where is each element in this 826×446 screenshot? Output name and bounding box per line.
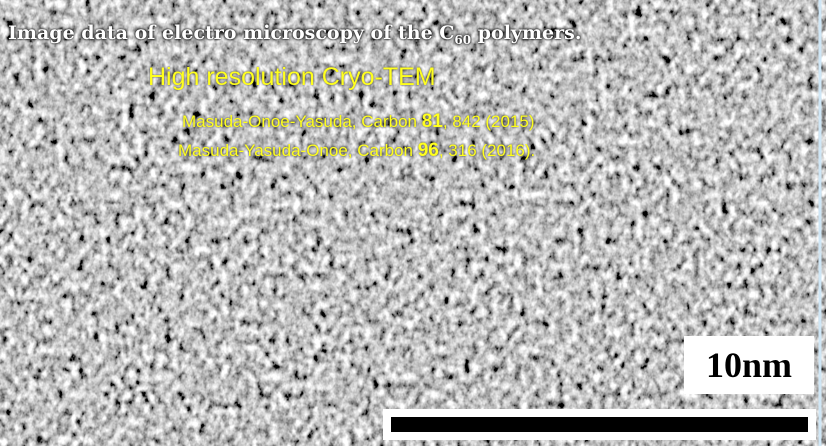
reference: Masuda-Onoe-Yasuda, Carbon 81, 842 (2015… [182,111,535,133]
ref-pages: , 842 (2015) [443,112,535,131]
scale-label-box: 10nm [684,336,814,394]
title-tail: polymers. [471,22,581,44]
ref-volume: 81 [422,111,443,132]
title-subscript: 60 [454,33,471,47]
page: {"title":{"text":"Image data of electro … [0,0,826,446]
scale-bar [391,417,808,432]
subtitle: High resolution Cryo-TEM [148,63,436,92]
scale-label: 10nm [684,344,814,386]
scale-bar-frame [383,409,816,440]
ref-authors: Masuda-Onoe-Yasuda, Carbon [182,112,422,131]
title: Image data of electro microscopy of the … [8,22,581,47]
ref-pages: , 316 (2016). [439,141,535,160]
title-text: Image data of electro microscopy of the … [8,22,454,44]
ref-volume: 96 [418,140,439,161]
ref-authors: Masuda-Yasuda-Onoe, Carbon [178,141,418,160]
reference: Masuda-Yasuda-Onoe, Carbon 96, 316 (2016… [178,140,535,162]
